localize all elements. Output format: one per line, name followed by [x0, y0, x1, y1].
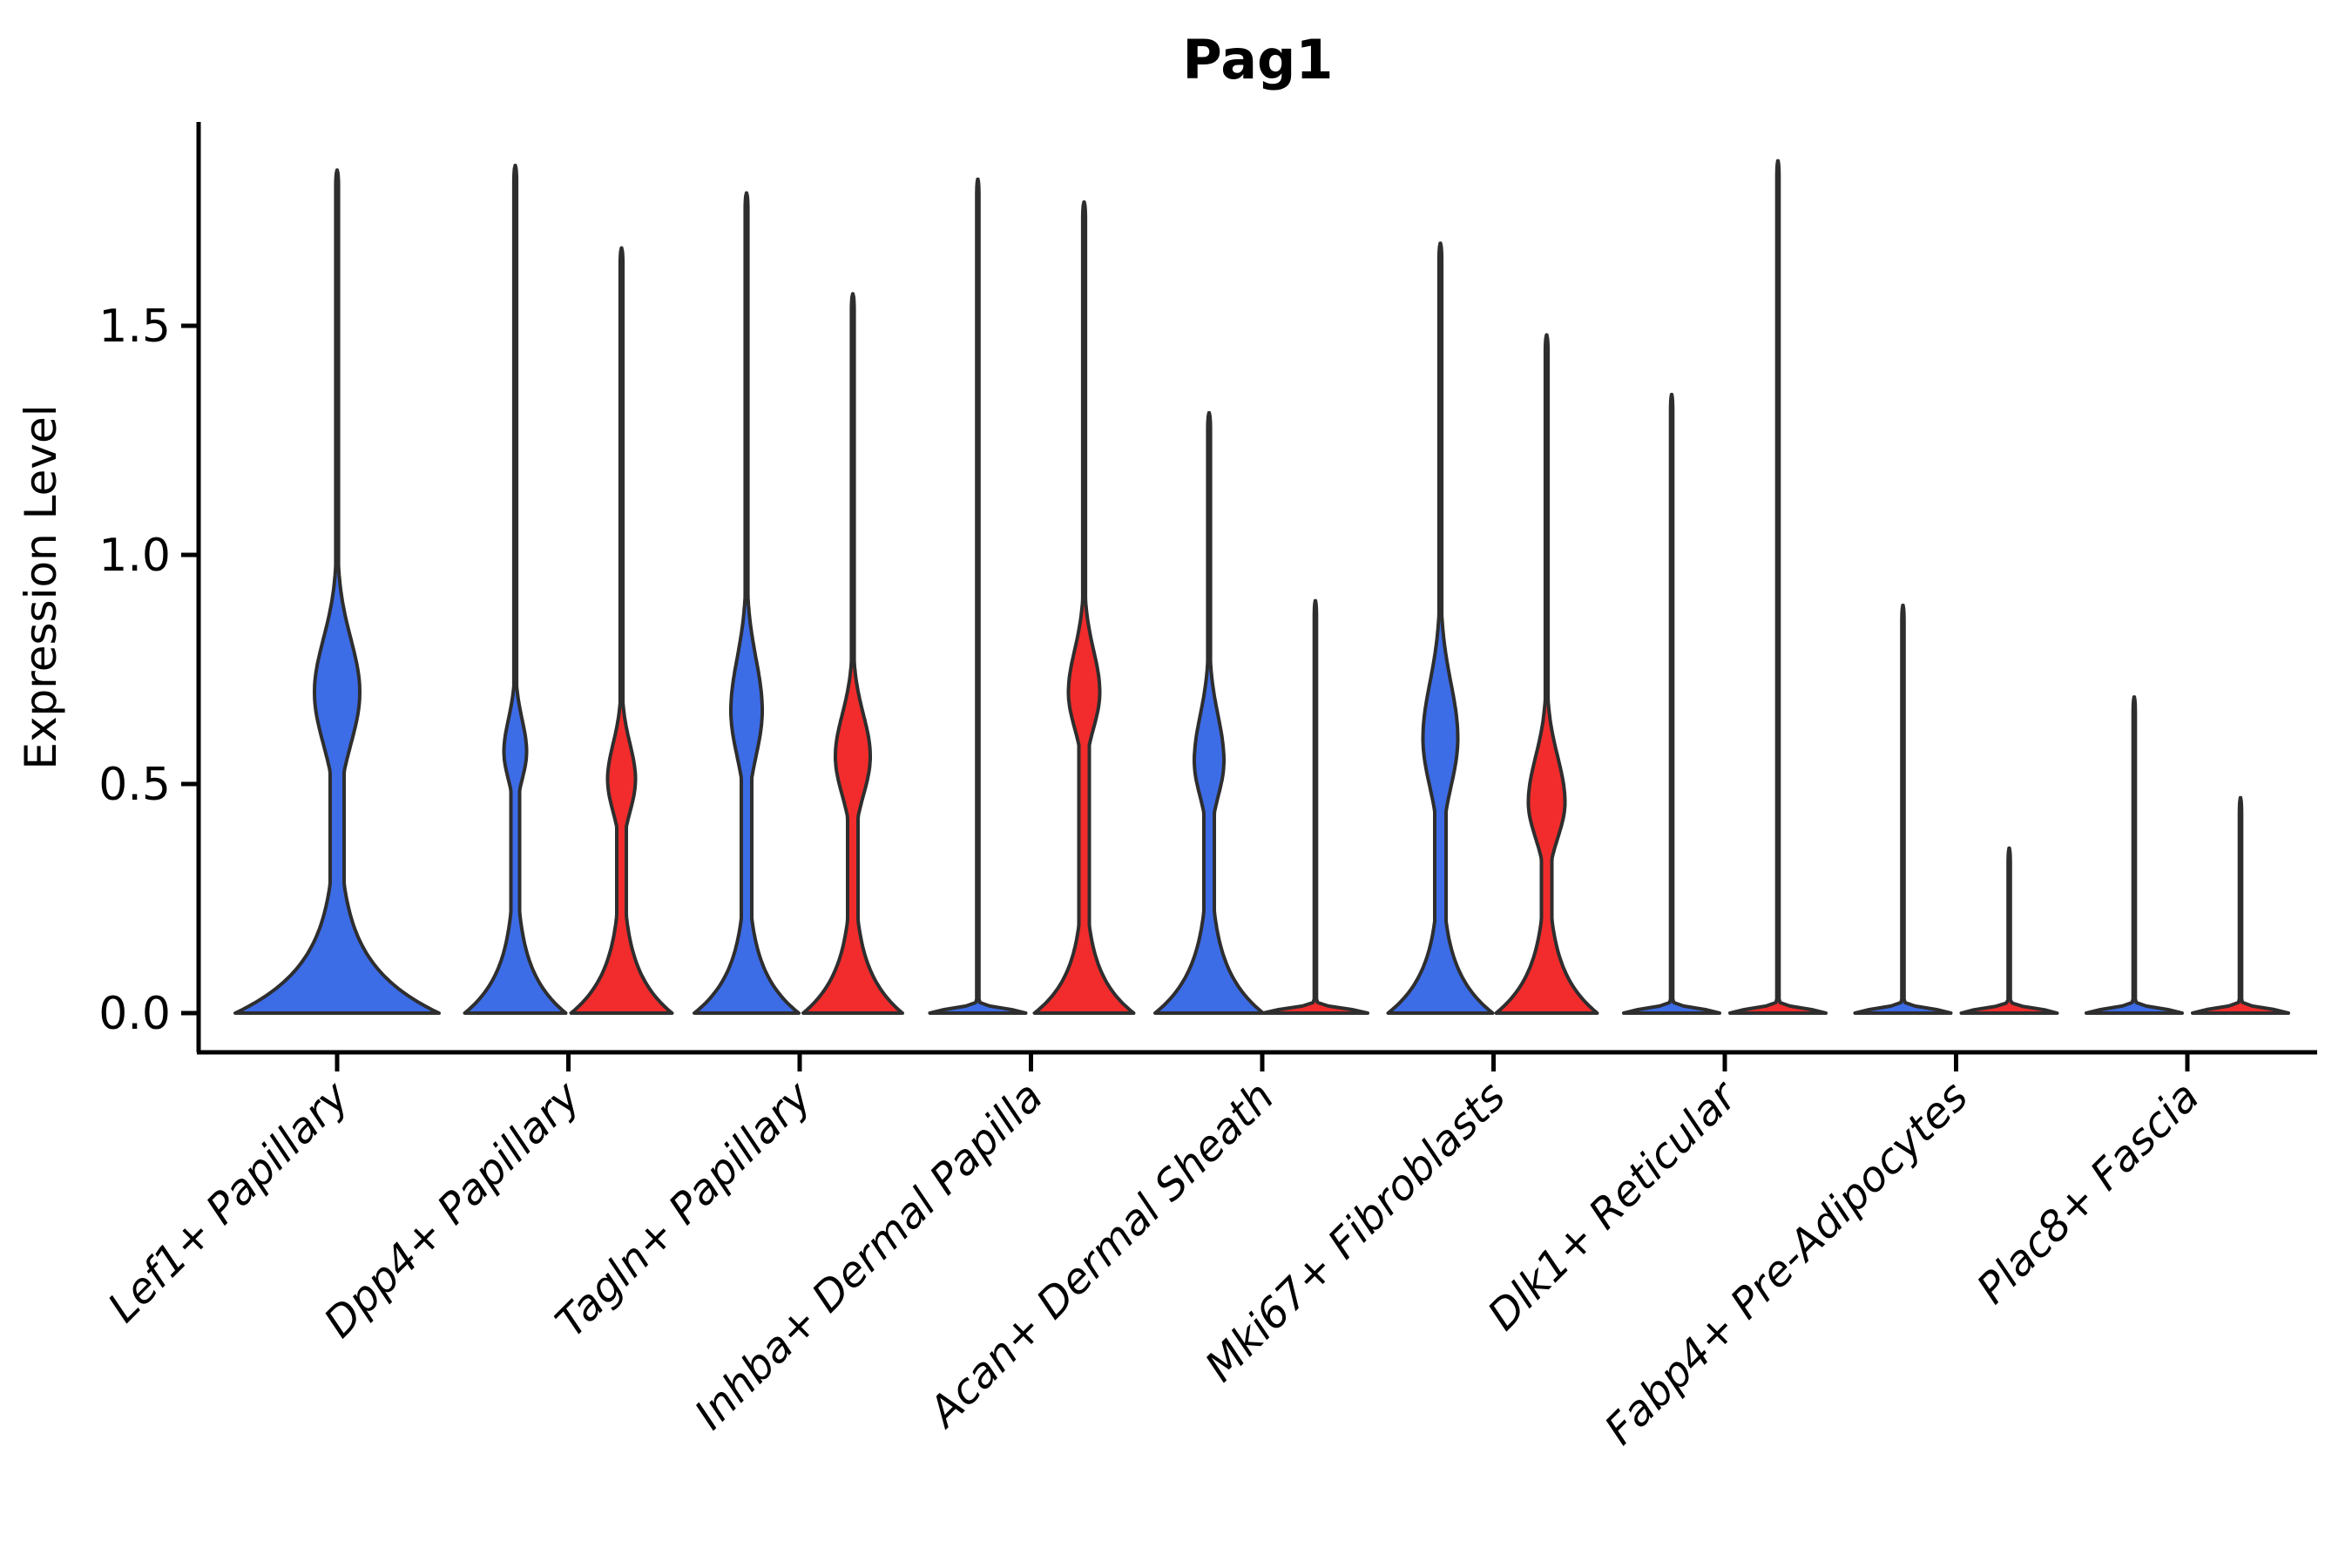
violin-mki67-red: [1494, 333, 1599, 1015]
x-tick-label: Fabp4+ Pre-Adipocytes: [1595, 1072, 1977, 1455]
y-tick-label: 1.0: [98, 530, 171, 582]
violin-tagln-blue: [693, 191, 801, 1015]
violin-fabp4-blue: [1853, 603, 1953, 1015]
violin-inhba-red: [1032, 200, 1136, 1015]
violin-dlk1-red: [1728, 159, 1828, 1015]
violin-dpp4-blue: [463, 163, 568, 1015]
y-tick-label: 1.5: [98, 301, 171, 353]
violin-lef1-blue: [233, 168, 441, 1015]
y-tick-label: 0.5: [98, 759, 171, 811]
x-tick-label: Dlk1+ Reticular: [1478, 1071, 1748, 1341]
violin-dpp4-red: [569, 246, 674, 1015]
plot-title: Pag1: [1182, 28, 1333, 91]
violin-acan-blue: [1153, 410, 1265, 1015]
violin-plac8-red: [2191, 795, 2290, 1015]
y-axis-label: Expression Level: [16, 404, 66, 769]
violin-dlk1-blue: [1622, 392, 1721, 1015]
x-tick-label: Plac8+ Fascia: [1968, 1072, 2209, 1314]
violin-tagln-red: [801, 292, 904, 1015]
y-tick-label: 0.0: [98, 988, 171, 1040]
x-tick-label: Tagln+ Papillary: [546, 1071, 821, 1347]
violin-mki67-blue: [1386, 241, 1495, 1015]
x-tick-label: Dpp4+ Papillary: [314, 1071, 590, 1347]
violin-inhba-blue: [928, 177, 1028, 1015]
violin-acan-red: [1261, 598, 1369, 1015]
violin-plac8-blue: [2085, 695, 2184, 1015]
violin-fabp4-red: [1959, 846, 2059, 1015]
x-tick-label: Lef1+ Papillary: [98, 1071, 359, 1332]
